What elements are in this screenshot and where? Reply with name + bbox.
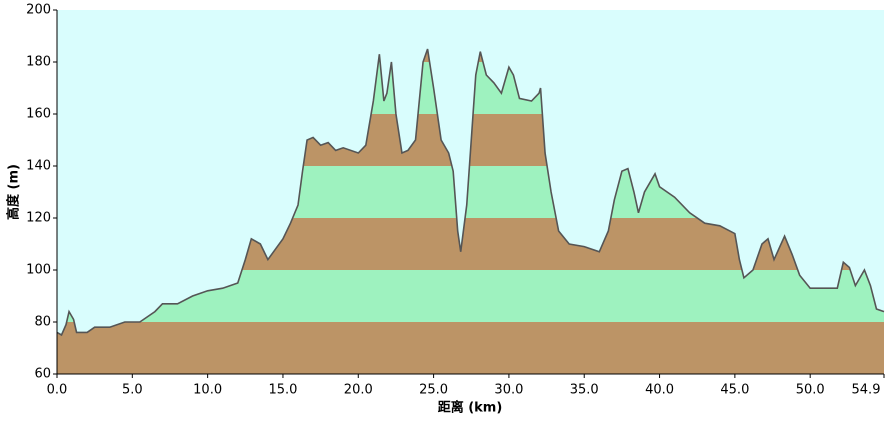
y-tick-label: 200 — [26, 3, 51, 18]
x-axis-label: 距离 (km) — [438, 400, 503, 416]
y-tick-label: 180 — [26, 55, 51, 70]
y-tick-label: 120 — [26, 211, 51, 226]
x-tick-label: 54.9 — [852, 383, 881, 398]
y-axis-label: 高度 (m) — [6, 164, 22, 220]
x-tick-label: 50.0 — [796, 383, 825, 398]
x-tick-label: 35.0 — [570, 383, 599, 398]
x-tick-label: 20.0 — [344, 383, 373, 398]
x-tick-label: 15.0 — [268, 383, 297, 398]
y-tick-label: 160 — [26, 107, 51, 122]
x-tick-label: 45.0 — [720, 383, 749, 398]
x-tick-label: 10.0 — [193, 383, 222, 398]
x-tick-label: 0.0 — [47, 383, 68, 398]
x-tick-label: 30.0 — [494, 383, 523, 398]
y-tick-label: 80 — [34, 315, 51, 330]
y-tick-label: 140 — [26, 159, 51, 174]
x-tick-label: 5.0 — [122, 383, 143, 398]
y-tick-label: 60 — [34, 367, 51, 382]
elevation-line — [56, 48, 885, 337]
y-tick-label: 100 — [26, 263, 51, 278]
x-tick-label: 25.0 — [419, 383, 448, 398]
elevation-band — [57, 322, 884, 374]
x-tick-label: 40.0 — [645, 383, 674, 398]
